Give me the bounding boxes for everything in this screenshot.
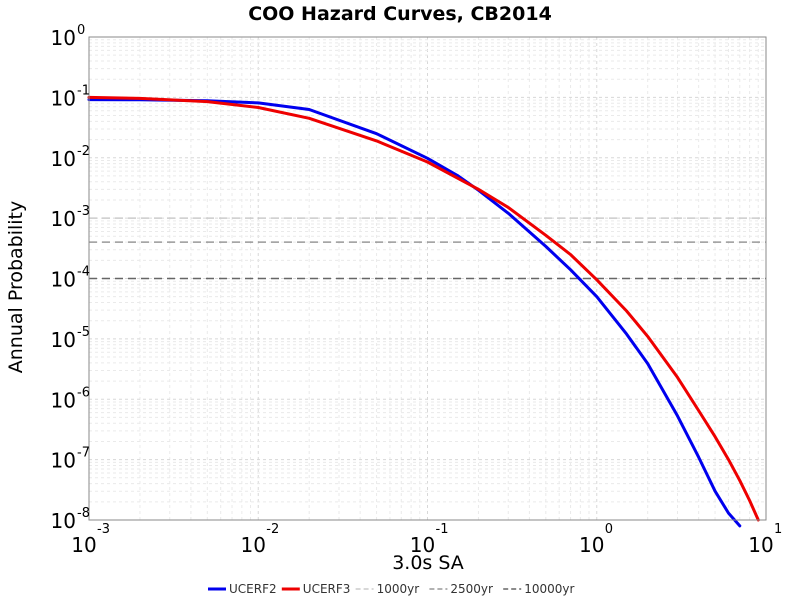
x-tick-exponent: -2 <box>266 522 279 537</box>
x-axis-label: 3.0s SA <box>392 552 464 574</box>
y-tick-base: 10 <box>51 268 76 292</box>
x-tick-label: 10-3 <box>71 522 110 557</box>
legend-label: UCERF3 <box>303 582 351 596</box>
y-tick-label: 10 -1 <box>51 83 90 110</box>
y-tick-base: 10 <box>51 207 76 231</box>
y-tick-label: 10 -6 <box>51 385 90 412</box>
x-tick-exponent: -3 <box>97 522 110 537</box>
y-tick-base: 10 <box>51 509 76 533</box>
legend-label: 10000yr <box>524 582 574 596</box>
series-line-UCERF3 <box>87 95 760 522</box>
y-tick-label: 10 -2 <box>51 144 90 171</box>
y-tick-exponent: -5 <box>77 325 90 340</box>
legend-label: 2500yr <box>450 582 493 596</box>
y-tick-base: 10 <box>51 86 76 110</box>
y-tick-base: 10 <box>51 328 76 352</box>
y-tick-label: 10 0 <box>51 23 86 50</box>
y-tick-exponent: 0 <box>77 23 85 38</box>
x-tick-base: 10 <box>748 533 773 557</box>
legend-item-UCERF3: UCERF3 <box>281 582 351 596</box>
x-tick-base: 10 <box>579 533 604 557</box>
y-tick-exponent: -8 <box>77 506 90 521</box>
x-tick-base: 10 <box>410 533 435 557</box>
x-tick-label: 10-1 <box>410 522 449 557</box>
y-tick-base: 10 <box>51 26 76 50</box>
x-tick-base: 10 <box>71 533 96 557</box>
x-tick-exponent: 1 <box>774 522 782 537</box>
y-axis-label: Annual Probability <box>5 201 27 374</box>
x-tick-label: 10-2 <box>241 522 280 557</box>
legend-item-10000yr: 10000yr <box>503 582 574 596</box>
series-line-UCERF2 <box>87 98 742 528</box>
y-tick-base: 10 <box>51 388 76 412</box>
y-tick-exponent: -2 <box>77 144 90 159</box>
legend-label: UCERF2 <box>229 582 277 596</box>
y-tick-label: 10 -3 <box>51 204 90 231</box>
y-tick-label: 10 -5 <box>51 325 90 352</box>
y-tick-label: 10 -8 <box>51 506 90 533</box>
y-tick-base: 10 <box>51 147 76 171</box>
legend: UCERF2 UCERF3 1000yr 2500yr 10000yr <box>208 582 574 596</box>
y-tick-exponent: -6 <box>77 385 90 400</box>
legend-item-1000yr: 1000yr <box>355 582 420 596</box>
x-tick-label: 101 <box>748 522 782 557</box>
legend-item-UCERF2: UCERF2 <box>208 582 277 596</box>
x-tick-exponent: -1 <box>436 522 449 537</box>
y-tick-label: 10 -7 <box>51 446 90 473</box>
legend-label: 1000yr <box>377 582 420 596</box>
y-tick-exponent: -3 <box>77 204 90 219</box>
reference-lines <box>89 217 766 280</box>
y-tick-exponent: -7 <box>77 446 90 461</box>
plot-frame <box>88 36 767 521</box>
y-tick-label: 10 -4 <box>51 265 90 292</box>
y-tick-base: 10 <box>51 449 76 473</box>
y-tick-exponent: -4 <box>77 265 90 280</box>
x-tick-exponent: 0 <box>605 522 613 537</box>
x-tick-base: 10 <box>241 533 266 557</box>
series-lines <box>87 95 760 528</box>
x-tick-label: 100 <box>579 522 613 557</box>
chart-title: COO Hazard Curves, CB2014 <box>248 3 552 25</box>
y-tick-exponent: -1 <box>77 83 90 98</box>
legend-item-2500yr: 2500yr <box>429 582 493 596</box>
